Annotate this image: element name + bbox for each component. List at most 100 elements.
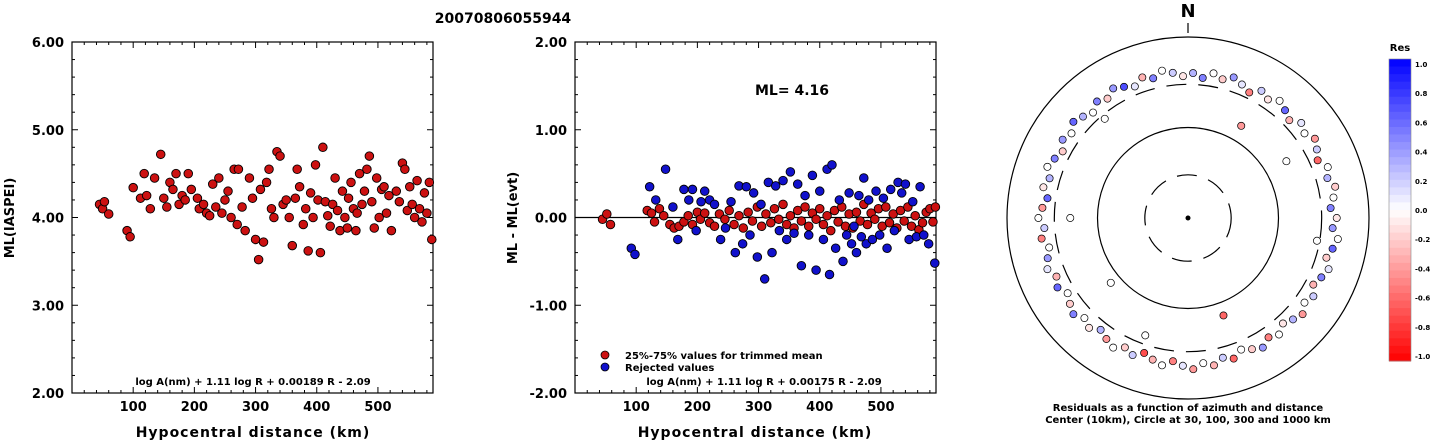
distance-rings: [1006, 36, 1370, 400]
data-point: [342, 223, 353, 233]
station-point: [1065, 299, 1074, 308]
colorbar-segment: [1389, 119, 1411, 128]
caption-line-2: Center (10km), Circle at 30, 100, 300 an…: [1045, 415, 1331, 426]
station-point: [1317, 273, 1326, 282]
station-point: [1248, 345, 1256, 354]
data-point: [318, 142, 328, 153]
station-point: [1313, 236, 1321, 245]
colorbar-segment: [1389, 104, 1411, 113]
data-point: [223, 186, 233, 196]
formula-label: log A(nm) + 1.11 log R + 0.00189 R - 2.0…: [135, 377, 370, 388]
colorbar-segment: [1389, 164, 1411, 173]
station-point: [1034, 214, 1043, 222]
x-axis-label: Hypocentral distance (km): [638, 425, 873, 441]
colorbar-title: Res: [1390, 43, 1410, 54]
y-axis-label: ML - ML(evt): [506, 172, 521, 264]
station-point: [1043, 254, 1052, 263]
station-point: [1109, 343, 1118, 352]
data-point: [128, 182, 138, 193]
data-point: [841, 230, 852, 240]
colorbar-tick-label: 0.2: [1415, 178, 1428, 186]
station-point: [1052, 272, 1061, 281]
data-point: [838, 256, 848, 267]
station-point: [1198, 73, 1207, 82]
colorbar-segment: [1389, 232, 1411, 241]
colorbar-segment: [1389, 194, 1411, 203]
data-point: [844, 188, 854, 198]
station-point: [1237, 121, 1246, 130]
data-point: [715, 234, 726, 245]
colorbar-segment: [1389, 293, 1411, 302]
y-tick-label: 2.00: [535, 36, 567, 51]
station-point: [1285, 116, 1294, 125]
data-point: [907, 196, 918, 207]
station-point: [1229, 354, 1238, 363]
data-point: [404, 182, 415, 192]
colorbar-tick-label: -0.6: [1415, 295, 1430, 303]
data-point: [684, 195, 694, 205]
data-point: [885, 184, 896, 195]
data-point: [409, 212, 420, 223]
x-tick-label: 100: [120, 400, 147, 415]
station-point: [1323, 174, 1332, 182]
station-point: [1039, 183, 1048, 192]
data-point: [367, 196, 377, 207]
data-point: [759, 274, 770, 284]
data-point: [785, 167, 796, 177]
legend-marker-trimmed: [600, 350, 610, 360]
data-point: [899, 216, 909, 226]
station-point: [1080, 314, 1089, 322]
station-point: [1158, 361, 1166, 370]
station-point: [1189, 69, 1198, 78]
station-point: [1038, 203, 1047, 212]
station-point: [1043, 265, 1052, 274]
station-point: [1168, 357, 1177, 366]
data-point: [149, 173, 160, 183]
data-point: [412, 175, 422, 186]
data-point: [330, 173, 340, 183]
colorbar-tick-label: 1.0: [1415, 61, 1428, 69]
data-point: [362, 164, 372, 174]
station-point: [1149, 74, 1158, 83]
station-point: [1281, 106, 1289, 115]
station-point: [1219, 311, 1228, 320]
data-point: [796, 261, 807, 271]
y-tick-label: 6.00: [32, 36, 64, 51]
x-tick-label: 200: [684, 400, 711, 415]
data-point: [644, 182, 655, 192]
station-point: [1089, 108, 1097, 117]
data-point: [346, 177, 356, 188]
data-point: [602, 209, 612, 219]
station-point: [1130, 82, 1139, 91]
data-point: [351, 225, 361, 236]
colorbar-segment: [1389, 210, 1411, 219]
station-point: [1210, 361, 1218, 370]
y-axis-label: ML(IASPEI): [3, 178, 18, 259]
station-point: [1323, 163, 1332, 172]
station-point: [1148, 355, 1157, 364]
data-point: [308, 212, 318, 223]
data-point: [407, 199, 417, 210]
station-point: [1158, 66, 1166, 75]
station-point: [1218, 75, 1227, 84]
data-point: [863, 195, 874, 205]
station-point: [1079, 112, 1087, 121]
data-point: [300, 203, 311, 214]
data-point: [180, 195, 190, 205]
colorbar-tick-label: -0.8: [1415, 324, 1430, 332]
colorbar-segment: [1389, 149, 1411, 158]
data-point: [244, 173, 255, 183]
data-point: [910, 210, 920, 221]
data-point: [298, 219, 309, 230]
data-point: [99, 196, 110, 207]
data-point: [807, 170, 818, 181]
colorbar-segment: [1389, 66, 1411, 75]
data-points: [597, 160, 941, 284]
colorbar-tick-label: 0.6: [1415, 119, 1428, 127]
data-point: [141, 190, 152, 201]
colorbar-segment: [1389, 285, 1411, 294]
data-point: [878, 193, 889, 203]
data-point: [803, 221, 814, 232]
data-point: [258, 237, 269, 247]
station-point: [1050, 154, 1059, 163]
